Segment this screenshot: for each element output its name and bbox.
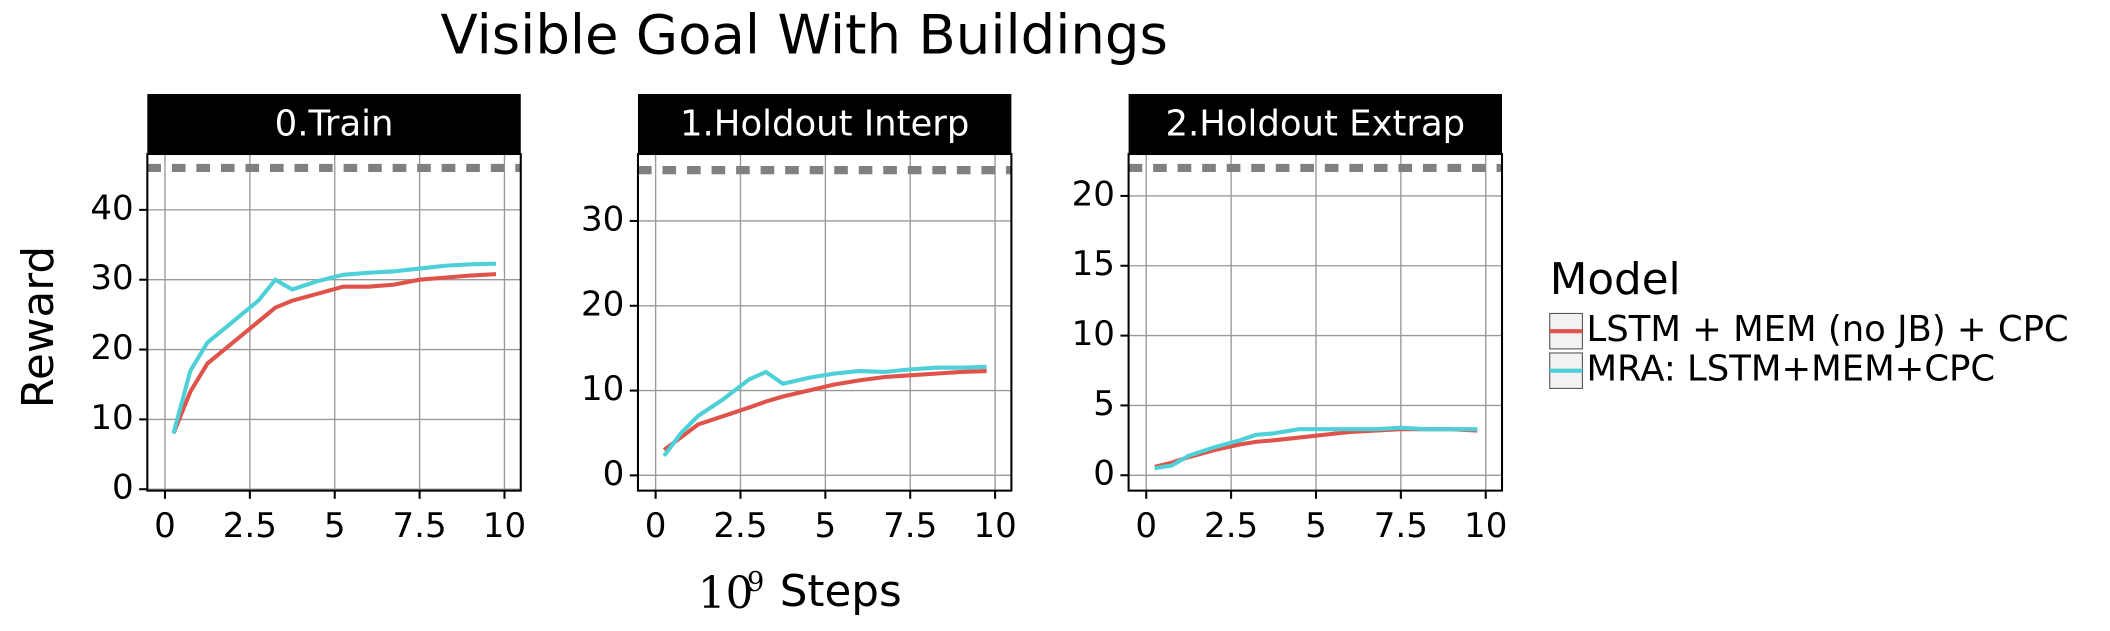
y-tick-label: 10	[90, 398, 133, 438]
facet-header	[637, 94, 1012, 155]
panel-border	[636, 152, 1013, 492]
x-tick-label: 0	[645, 506, 667, 546]
legend-label: LSTM + MEM (no JB) + CPC	[1587, 309, 2069, 350]
y-tick-label: 10	[1072, 314, 1115, 354]
x-axis-label-exponent: 9	[747, 567, 764, 598]
series-line	[662, 364, 987, 458]
series-line	[171, 261, 497, 434]
facet-title: 0.Train	[275, 103, 394, 144]
x-axis-label-base: 10	[698, 569, 754, 619]
y-tick-label: 30	[581, 199, 624, 239]
y-tick-label: 20	[90, 328, 133, 368]
y-tick-label: 20	[1072, 174, 1115, 214]
x-tick-label: 10	[1464, 506, 1507, 546]
panel-border	[146, 152, 522, 492]
figure-title: Visible Goal With Buildings	[441, 2, 1168, 66]
facet-title: 1.Holdout Interp	[680, 103, 969, 144]
x-tick-label: 0	[154, 506, 176, 546]
x-tick-label: 7.5	[883, 506, 937, 546]
x-tick-label: 7.5	[393, 506, 447, 546]
y-tick-label: 40	[90, 188, 133, 228]
legend-title: Model	[1550, 255, 1681, 305]
y-tick-label: 0	[112, 468, 134, 508]
y-tick-label: 10	[581, 369, 624, 409]
x-tick-label: 2.5	[713, 506, 767, 546]
legend-label: MRA: LSTM+MEM+CPC	[1587, 349, 1996, 390]
x-tick-label: 5	[815, 506, 837, 546]
facet-header	[1128, 94, 1503, 155]
x-axis-label: Steps	[780, 567, 902, 617]
y-axis-label: Reward	[14, 246, 64, 408]
x-tick-label: 10	[483, 506, 526, 546]
series-line	[662, 369, 987, 452]
x-tick-label: 5	[1305, 506, 1327, 546]
x-tick-label: 5	[324, 506, 346, 546]
x-tick-label: 2.5	[223, 506, 277, 546]
y-tick-label: 0	[603, 454, 625, 494]
y-tick-label: 30	[90, 258, 133, 298]
y-tick-label: 0	[1093, 454, 1115, 494]
panel-border	[1127, 152, 1504, 492]
y-tick-label: 15	[1072, 244, 1115, 284]
facet-header	[147, 94, 521, 155]
x-tick-label: 2.5	[1204, 506, 1258, 546]
x-tick-label: 7.5	[1374, 506, 1428, 546]
facet-title: 2.Holdout Extrap	[1165, 103, 1465, 144]
series-line	[171, 272, 497, 435]
y-tick-label: 20	[581, 284, 624, 324]
series-line	[1154, 425, 1478, 471]
x-tick-label: 10	[973, 506, 1016, 546]
y-tick-label: 5	[1093, 384, 1115, 424]
x-tick-label: 0	[1135, 506, 1157, 546]
